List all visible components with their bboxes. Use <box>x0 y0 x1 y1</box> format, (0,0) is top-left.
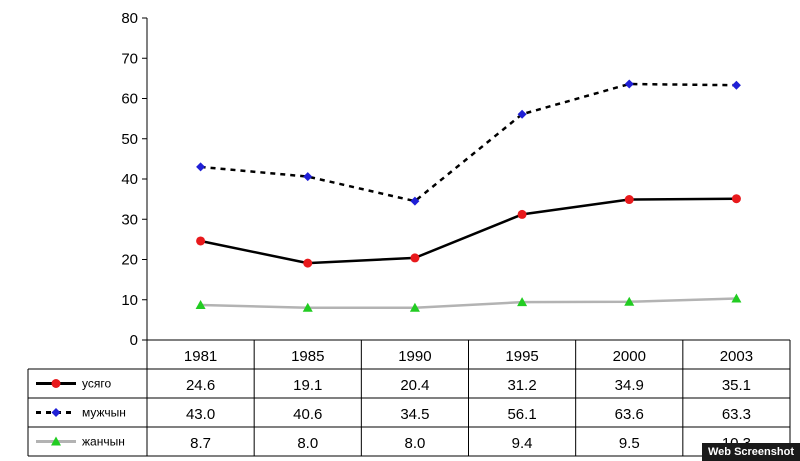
data-point-2-1 <box>302 302 313 312</box>
table-value-1-1: 40.6 <box>293 406 322 423</box>
table-value-2-4: 9.5 <box>619 435 640 452</box>
y-tick-label: 40 <box>121 171 138 188</box>
table-value-2-0: 8.7 <box>190 435 211 452</box>
table-value-1-0: 43.0 <box>186 406 215 423</box>
data-point-0-0 <box>196 236 206 246</box>
data-point-2-4 <box>624 296 635 306</box>
y-tick-label: 0 <box>130 332 138 349</box>
y-tick-label: 50 <box>121 131 138 148</box>
table-value-2-3: 9.4 <box>512 435 533 452</box>
data-point-1-1 <box>303 172 313 182</box>
data-point-2-5 <box>731 293 742 303</box>
data-point-0-2 <box>410 253 420 263</box>
data-point-0-3 <box>517 209 527 219</box>
legend-label-0: усяго <box>82 377 111 391</box>
table-value-2-2: 8.0 <box>404 435 425 452</box>
y-tick-label: 30 <box>121 211 138 228</box>
table-value-2-1: 8.0 <box>297 435 318 452</box>
data-point-0-4 <box>624 195 634 205</box>
table-value-0-1: 19.1 <box>293 377 322 394</box>
y-tick-label: 10 <box>121 292 138 309</box>
table-value-0-4: 34.9 <box>615 377 644 394</box>
series-line-1 <box>200 82 737 203</box>
table-value-1-3: 56.1 <box>507 406 536 423</box>
y-tick-label: 70 <box>121 50 138 67</box>
data-point-0-5 <box>731 194 741 204</box>
table-value-1-5: 63.3 <box>722 406 751 423</box>
data-point-2-3 <box>517 297 528 307</box>
data-point-1-5 <box>731 80 741 90</box>
web-screenshot-badge: Web Screenshot <box>702 443 800 461</box>
x-category-label: 2003 <box>720 348 753 365</box>
y-tick-label: 60 <box>121 91 138 108</box>
data-point-1-4 <box>624 79 634 89</box>
y-tick-label: 20 <box>121 252 138 269</box>
x-category-label: 1981 <box>184 348 217 365</box>
data-point-1-2 <box>410 196 420 206</box>
table-value-1-2: 34.5 <box>400 406 429 423</box>
x-category-label: 1990 <box>398 348 431 365</box>
legend-key-marker-1 <box>51 408 61 417</box>
data-point-2-0 <box>195 299 206 309</box>
legend-key-marker-0 <box>51 379 61 388</box>
table-value-0-0: 24.6 <box>186 377 215 394</box>
table-value-0-3: 31.2 <box>507 377 536 394</box>
y-tick-label: 80 <box>121 10 138 27</box>
x-category-label: 1995 <box>505 348 538 365</box>
data-point-1-0 <box>196 162 206 172</box>
x-category-label: 2000 <box>613 348 646 365</box>
data-point-0-1 <box>303 258 313 268</box>
legend-key-marker-2 <box>51 436 61 446</box>
data-point-1-3 <box>517 109 527 119</box>
x-category-label: 1985 <box>291 348 324 365</box>
series-line-2 <box>200 297 737 310</box>
table-value-1-4: 63.6 <box>615 406 644 423</box>
legend-label-1: мужчын <box>82 406 126 420</box>
legend-label-2: жанчын <box>82 435 125 449</box>
table-value-0-5: 35.1 <box>722 377 751 394</box>
data-point-2-2 <box>409 302 420 312</box>
series-line-0 <box>200 197 737 265</box>
table-value-0-2: 20.4 <box>400 377 429 394</box>
